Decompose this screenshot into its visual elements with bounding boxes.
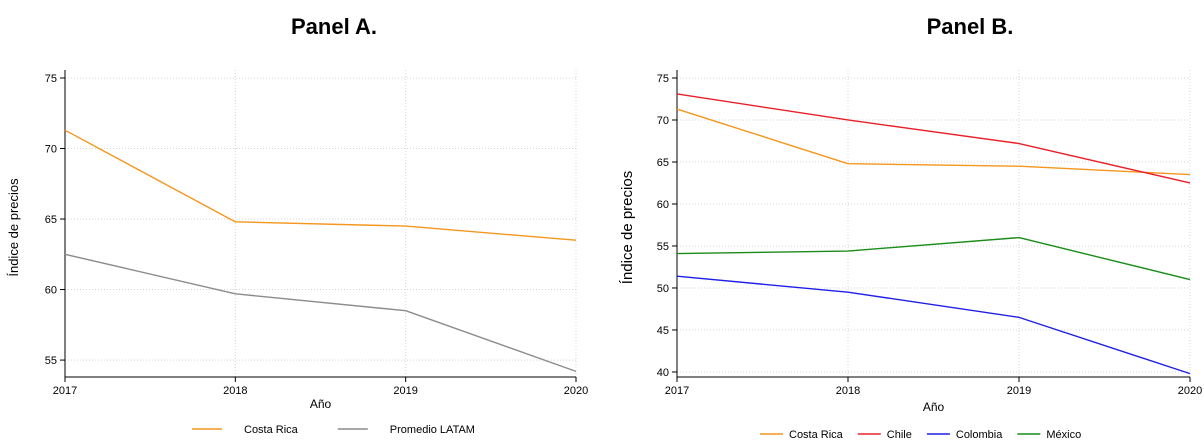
panel-b-legend-label-colombia: Colombia [956,429,1003,441]
panel-b-legend-label-costa-rica: Costa Rica [789,429,844,441]
panel-b-chart: 40 45 50 55 60 65 70 75 2017 2018 2019 2020 Año Índic… [619,70,1202,441]
panel-a-y-tick-label-70: 70 [45,144,57,156]
panel-b-y-tick-label-55: 55 [657,241,669,253]
panel-b-title: Panel B. [926,14,1014,39]
panel-b-y-tick-label-65: 65 [657,157,669,169]
panel-b-y-tick-label-70: 70 [657,115,669,127]
panel-b-y-tick-label-60: 60 [657,199,669,211]
panel-a-title: Panel A. [291,14,377,39]
panel-a-y-axis-label: Índice de precios [6,178,21,277]
panel-a-y-tick-label-65: 65 [45,214,57,226]
panel-a-y-tick-label-75: 75 [45,73,57,85]
panel-b-x-tick-label-2018: 2018 [836,385,860,397]
panel-b-legend-label-mexico: México [1046,429,1081,441]
panel-b-x-tick-label-2020: 2020 [1178,385,1202,397]
panel-a-x-tick-label-2018: 2018 [223,385,247,397]
panel-a-x-tick-label-2017: 2017 [53,385,77,397]
panel-b-x-axis-label: Año [923,400,945,414]
panel-a-y-tick-label-55: 55 [45,355,57,367]
panel-a-y-tick-label-60: 60 [45,285,57,297]
panel-a-legend-label-costa-rica: Costa Rica [244,424,299,436]
panel-a-x-tick-label-2019: 2019 [393,385,417,397]
panel-b-y-tick-label-40: 40 [657,367,669,379]
panel-b-x-tick-label-2017: 2017 [665,385,689,397]
panel-b-y-tick-label-50: 50 [657,283,669,295]
panel-b-x-tick-label-2019: 2019 [1007,385,1031,397]
panel-b-y-tick-label-75: 75 [657,73,669,85]
panel-a-legend-label-promedio-latam: Promedio LATAM [390,424,475,436]
panel-b-legend-label-chile: Chile [887,429,912,441]
panel-a-x-axis-label: Año [310,397,332,411]
panel-b-series-chile [676,93,1191,184]
panel-b-series-colombia [676,275,1191,375]
panel-a-x-tick-label-2020: 2020 [564,385,588,397]
panel-b-y-tick-label-45: 45 [657,325,669,337]
panel-b-series-costa-rica [676,108,1191,176]
panel-a-chart: 55 60 65 70 75 2017 2018 2019 2020 Año Índice de p… [6,70,588,436]
panel-a-series-promedio-latam [64,253,577,373]
panel-b-series-mexico [676,236,1191,281]
panel-b-y-axis-label: Índice de precios [619,171,636,284]
panel-a-series-costa-rica [64,129,577,241]
